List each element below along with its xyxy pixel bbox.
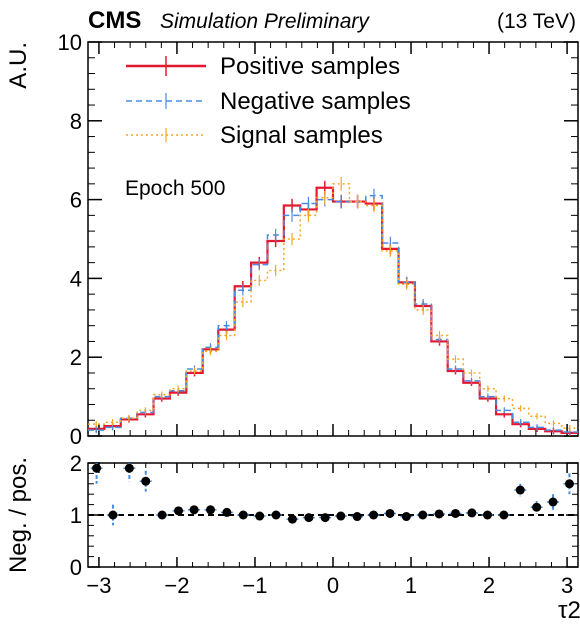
ratio-point bbox=[287, 514, 297, 524]
series-line-signal bbox=[88, 183, 578, 429]
ratio-point bbox=[271, 510, 281, 520]
main-y-tick-label: 10 bbox=[58, 30, 82, 55]
x-axis-title: τ2 bbox=[558, 597, 580, 624]
ratio-point bbox=[482, 510, 492, 520]
ratio-point bbox=[499, 510, 509, 520]
main-y-tick-label: 6 bbox=[70, 188, 82, 213]
ratio-x-axis: −3 −2 −1 0 1 2 3 bbox=[86, 463, 573, 598]
main-x-axis bbox=[98, 42, 568, 436]
ratio-point bbox=[336, 511, 346, 521]
ratio-point bbox=[434, 509, 444, 519]
main-y-title: A.U. bbox=[5, 42, 32, 89]
main-y-tick-label: 0 bbox=[70, 424, 82, 449]
ratio-point bbox=[515, 485, 525, 495]
ratio-point bbox=[352, 512, 362, 522]
series-line-negative bbox=[88, 194, 578, 433]
ratio-y-tick-label: 0 bbox=[70, 555, 82, 580]
ratio-points-group bbox=[90, 463, 576, 526]
main-y-tick-label: 4 bbox=[70, 266, 82, 291]
main-series-group bbox=[88, 176, 578, 436]
ratio-point bbox=[385, 508, 395, 518]
main-y-tick-label: 2 bbox=[70, 345, 82, 370]
ratio-y-axis: 0 1 2 bbox=[70, 451, 578, 580]
ratio-point bbox=[548, 497, 558, 507]
ratio-point bbox=[141, 476, 151, 486]
ratio-y-tick-label: 1 bbox=[70, 503, 82, 528]
ratio-point bbox=[467, 508, 477, 518]
ratio-point bbox=[320, 513, 330, 523]
ratio-point bbox=[532, 502, 542, 512]
ratio-point bbox=[157, 510, 167, 520]
epoch-annotation: Epoch 500 bbox=[125, 177, 225, 200]
legend-label-negative: Negative samples bbox=[220, 88, 411, 115]
main-y-axis: 0 2 4 6 8 10 bbox=[58, 30, 578, 449]
ratio-point bbox=[304, 513, 314, 523]
ratio-point bbox=[418, 510, 428, 520]
ratio-point bbox=[222, 507, 232, 517]
main-y-tick-label: 8 bbox=[70, 109, 82, 134]
x-tick-label: 0 bbox=[327, 573, 339, 598]
experiment-label: CMS bbox=[88, 7, 141, 34]
ratio-point bbox=[238, 510, 248, 520]
ratio-y-title: Neg. / pos. bbox=[5, 457, 32, 573]
ratio-point bbox=[124, 463, 134, 473]
ratio-point bbox=[564, 479, 574, 489]
x-tick-label: 1 bbox=[405, 573, 417, 598]
ratio-point bbox=[92, 463, 102, 473]
x-tick-label: −2 bbox=[164, 573, 189, 598]
ratio-point bbox=[174, 506, 184, 516]
ratio-point bbox=[369, 510, 379, 520]
ratio-point bbox=[189, 505, 199, 515]
legend-label-positive: Positive samples bbox=[220, 53, 400, 80]
legend-label-signal: Signal samples bbox=[220, 122, 383, 149]
ratio-point bbox=[451, 508, 460, 518]
status-label: Simulation Preliminary bbox=[160, 10, 370, 33]
ratio-point bbox=[401, 512, 411, 522]
x-tick-label: 2 bbox=[483, 573, 495, 598]
energy-label: (13 TeV) bbox=[497, 10, 576, 33]
ratio-y-tick-label: 2 bbox=[70, 451, 82, 476]
legend: Positive samples Negative samples Signal… bbox=[126, 53, 411, 149]
x-tick-label: −1 bbox=[242, 573, 267, 598]
x-tick-label: 3 bbox=[561, 573, 573, 598]
x-tick-label: −3 bbox=[86, 573, 111, 598]
ratio-point bbox=[255, 511, 265, 521]
ratio-point bbox=[108, 510, 118, 520]
ratio-point bbox=[206, 505, 215, 515]
